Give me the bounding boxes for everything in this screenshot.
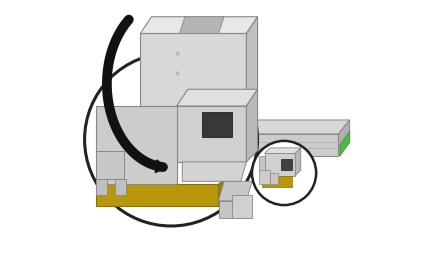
Polygon shape [218,201,246,218]
Polygon shape [101,117,140,153]
Polygon shape [235,134,252,156]
Polygon shape [202,112,232,137]
Polygon shape [180,17,224,33]
Polygon shape [96,106,177,184]
Polygon shape [235,120,252,156]
Circle shape [85,53,257,226]
Polygon shape [264,153,295,176]
Polygon shape [264,148,301,153]
Polygon shape [252,148,263,167]
Polygon shape [235,148,257,156]
Polygon shape [218,181,252,201]
Polygon shape [235,120,252,134]
Polygon shape [340,131,350,156]
Polygon shape [235,156,252,167]
Polygon shape [235,120,350,134]
Polygon shape [182,162,246,181]
Polygon shape [232,195,252,218]
Polygon shape [339,120,350,156]
Polygon shape [96,179,107,195]
Polygon shape [115,179,126,195]
Polygon shape [262,176,292,187]
Polygon shape [259,170,270,184]
Polygon shape [140,17,257,33]
Polygon shape [259,156,264,173]
Polygon shape [295,148,301,176]
Polygon shape [235,134,339,156]
Polygon shape [96,151,124,179]
Polygon shape [96,184,218,206]
Polygon shape [177,89,257,106]
Polygon shape [246,89,257,162]
Polygon shape [218,173,235,206]
FancyArrow shape [155,160,167,172]
Polygon shape [281,159,292,170]
Polygon shape [177,106,246,162]
Circle shape [252,141,316,205]
Polygon shape [270,173,278,184]
Polygon shape [246,17,257,106]
Polygon shape [140,33,246,106]
